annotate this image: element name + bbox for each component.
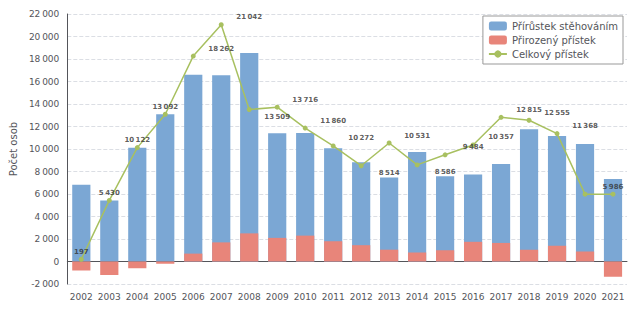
svg-text:12 000: 12 000 — [29, 122, 60, 132]
svg-text:9 484: 9 484 — [463, 143, 484, 151]
svg-text:2021: 2021 — [602, 292, 625, 302]
svg-text:2013: 2013 — [378, 292, 401, 302]
svg-text:21 042: 21 042 — [236, 13, 262, 21]
svg-text:22 000: 22 000 — [29, 9, 60, 19]
svg-text:2012: 2012 — [350, 292, 373, 302]
svg-text:5 986: 5 986 — [603, 183, 624, 191]
svg-text:2002: 2002 — [70, 292, 93, 302]
svg-text:13 716: 13 716 — [292, 96, 318, 104]
svg-text:5 430: 5 430 — [99, 189, 120, 197]
svg-text:2 000: 2 000 — [35, 234, 60, 244]
svg-text:11 860: 11 860 — [320, 117, 346, 125]
svg-text:2010: 2010 — [294, 292, 317, 302]
svg-text:10 272: 10 272 — [348, 134, 374, 142]
svg-text:2003: 2003 — [98, 292, 121, 302]
svg-text:2018: 2018 — [518, 292, 541, 302]
svg-text:8 514: 8 514 — [379, 169, 400, 177]
svg-text:10 000: 10 000 — [29, 144, 60, 154]
svg-text:10 357: 10 357 — [488, 133, 514, 141]
svg-text:2009: 2009 — [266, 292, 289, 302]
svg-text:197: 197 — [74, 248, 89, 256]
svg-text:12 815: 12 815 — [516, 106, 542, 114]
svg-text:8 000: 8 000 — [35, 167, 60, 177]
svg-text:2008: 2008 — [238, 292, 261, 302]
svg-text:4 000: 4 000 — [35, 212, 60, 222]
svg-text:10 531: 10 531 — [404, 132, 430, 140]
svg-text:6 000: 6 000 — [35, 189, 60, 199]
svg-text:Přirozený přístek: Přirozený přístek — [512, 35, 596, 46]
svg-text:Celkový přístek: Celkový přístek — [512, 49, 589, 60]
svg-text:20 000: 20 000 — [29, 32, 60, 42]
svg-text:10 122: 10 122 — [124, 136, 150, 144]
svg-text:2007: 2007 — [210, 292, 233, 302]
svg-text:2017: 2017 — [490, 292, 513, 302]
svg-text:2016: 2016 — [462, 292, 485, 302]
svg-text:-2 000: -2 000 — [31, 279, 59, 289]
svg-text:2005: 2005 — [154, 292, 177, 302]
svg-text:2019: 2019 — [546, 292, 569, 302]
svg-text:13 092: 13 092 — [152, 103, 178, 111]
svg-text:2014: 2014 — [406, 292, 429, 302]
svg-text:0: 0 — [54, 257, 60, 267]
svg-text:11 368: 11 368 — [572, 122, 598, 130]
svg-text:18 262: 18 262 — [208, 45, 234, 53]
svg-text:2020: 2020 — [574, 292, 597, 302]
svg-text:2011: 2011 — [322, 292, 345, 302]
svg-text:16 000: 16 000 — [29, 77, 60, 87]
svg-text:Přírůstek stěhováním: Přírůstek stěhováním — [512, 21, 618, 32]
svg-text:14 000: 14 000 — [29, 99, 60, 109]
svg-text:2015: 2015 — [434, 292, 457, 302]
svg-text:13 509: 13 509 — [264, 113, 290, 121]
svg-text:8 586: 8 586 — [435, 168, 456, 176]
svg-text:12 555: 12 555 — [544, 109, 570, 117]
svg-text:18 000: 18 000 — [29, 54, 60, 64]
svg-text:2004: 2004 — [126, 292, 149, 302]
svg-text:Počet osob: Počet osob — [8, 122, 19, 176]
svg-text:2006: 2006 — [182, 292, 205, 302]
